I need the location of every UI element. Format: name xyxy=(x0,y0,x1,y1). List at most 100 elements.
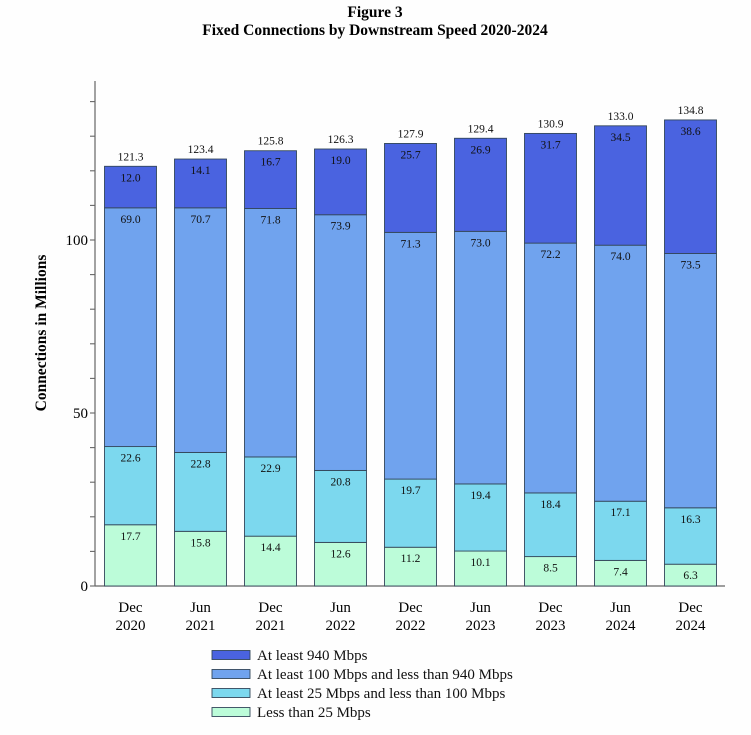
bar-segment xyxy=(594,500,647,561)
chart-title: Figure 3 xyxy=(347,4,402,21)
segment-value-label: 31.7 xyxy=(540,139,560,151)
bar-segment xyxy=(594,125,647,246)
bar-segment xyxy=(524,132,577,244)
x-tick-label-year: 2024 xyxy=(606,618,637,634)
bar-segment xyxy=(244,150,297,209)
segment-value-label: 16.3 xyxy=(680,514,700,526)
bar-segment xyxy=(244,208,297,458)
bar-segment xyxy=(384,231,437,480)
segment-value-label: 71.8 xyxy=(260,215,280,227)
bar-segment xyxy=(454,137,507,232)
segment-value-label: 17.7 xyxy=(120,531,140,543)
x-tick-label-year: 2022 xyxy=(326,618,356,634)
legend-swatch xyxy=(211,688,251,698)
y-tick-label: 100 xyxy=(66,233,89,249)
segment-value-label: 19.7 xyxy=(400,485,420,497)
total-value-label: 125.8 xyxy=(258,136,284,148)
segment-value-label: 22.6 xyxy=(120,453,140,465)
x-axis: Dec 2020 Jun 2021 Dec 2021 Jun 2022 Dec 2022 Jun 20… xyxy=(95,585,725,634)
legend-swatch xyxy=(211,669,251,679)
total-value-label: 129.4 xyxy=(468,123,494,135)
bar-segment xyxy=(174,207,227,453)
bar-segment xyxy=(244,456,297,537)
segment-value-label: 6.3 xyxy=(683,570,698,582)
legend-label: At least 25 Mbps and less than 100 Mbps xyxy=(257,686,505,702)
x-tick-label-year: 2021 xyxy=(186,618,216,634)
x-tick-label-month: Jun xyxy=(470,600,491,616)
segment-value-label: 12.6 xyxy=(330,548,350,560)
x-tick-label-year: 2020 xyxy=(116,618,146,634)
bar-segment xyxy=(664,119,717,254)
x-tick-label-year: 2024 xyxy=(676,618,707,634)
segment-value-label: 34.5 xyxy=(610,132,630,144)
legend-item: At least 100 Mbps and less than 940 Mbps xyxy=(211,667,513,683)
bar-segment xyxy=(174,451,227,532)
legend-item: At least 25 Mbps and less than 100 Mbps xyxy=(211,686,505,702)
x-tick-label-month: Jun xyxy=(610,600,631,616)
segment-value-label: 71.3 xyxy=(400,238,420,250)
y-tick-label: 50 xyxy=(73,406,88,422)
segment-value-label: 12.0 xyxy=(120,172,140,184)
legend-label: At least 940 Mbps xyxy=(257,648,368,664)
bar-segment xyxy=(594,244,647,502)
segment-value-label: 19.4 xyxy=(470,490,490,502)
legend-item: At least 940 Mbps xyxy=(211,648,368,664)
x-tick-label-month: Dec xyxy=(538,600,562,616)
segment-value-label: 72.2 xyxy=(540,249,560,261)
segment-value-label: 74.0 xyxy=(610,251,630,263)
bar-segment xyxy=(524,242,577,494)
x-tick-label-month: Dec xyxy=(398,600,422,616)
bar-segment xyxy=(314,469,367,543)
segment-value-label: 73.5 xyxy=(680,259,700,271)
segment-value-label: 22.9 xyxy=(260,463,280,475)
bar-segment xyxy=(174,530,227,587)
segment-value-label: 14.4 xyxy=(260,542,280,554)
total-value-label: 127.9 xyxy=(398,128,424,140)
legend: At least 940 Mbps At least 100 Mbps and l… xyxy=(211,648,513,721)
bar-segment xyxy=(104,446,157,526)
bar-segment xyxy=(314,148,367,216)
bar-segment xyxy=(104,207,157,448)
segment-value-label: 20.8 xyxy=(330,476,350,488)
bar-segment xyxy=(664,253,717,509)
segment-value-label: 8.5 xyxy=(543,563,558,575)
bar-segment xyxy=(454,550,507,587)
segment-value-label: 26.9 xyxy=(470,144,490,156)
legend-swatch xyxy=(211,650,251,660)
legend-item: Less than 25 Mbps xyxy=(211,705,371,721)
total-value-label: 121.3 xyxy=(118,151,144,163)
total-value-label: 130.9 xyxy=(538,118,564,130)
legend-label: At least 100 Mbps and less than 940 Mbps xyxy=(257,667,513,683)
segment-value-label: 22.8 xyxy=(190,458,210,470)
total-value-label: 123.4 xyxy=(188,144,214,156)
x-tick-label-month: Jun xyxy=(330,600,351,616)
total-value-label: 126.3 xyxy=(328,134,354,146)
segment-value-label: 7.4 xyxy=(613,566,628,578)
y-axis: 0 50 100 xyxy=(66,81,96,595)
y-tick-label: 0 xyxy=(81,579,89,595)
segment-value-label: 38.6 xyxy=(680,126,700,138)
bar-segment xyxy=(384,546,437,587)
total-value-label: 134.8 xyxy=(678,105,704,117)
legend-swatch xyxy=(211,707,251,717)
bar-segment xyxy=(384,478,437,548)
bar-segment xyxy=(524,556,577,587)
segment-value-label: 73.9 xyxy=(330,221,350,233)
bar-segment xyxy=(454,230,507,485)
bars xyxy=(104,119,717,587)
bar-segment xyxy=(104,165,157,209)
bar-segment xyxy=(454,483,507,552)
segment-value-label: 14.1 xyxy=(190,165,210,177)
x-tick-label-month: Dec xyxy=(258,600,282,616)
x-tick-label-month: Jun xyxy=(190,600,211,616)
segment-value-label: 10.1 xyxy=(470,557,490,569)
bar-segment xyxy=(244,535,297,587)
x-tick-label-year: 2023 xyxy=(466,618,496,634)
x-tick-label-year: 2023 xyxy=(536,618,566,634)
bar-segment xyxy=(664,507,717,565)
bar-segment xyxy=(104,524,157,587)
segment-value-label: 16.7 xyxy=(260,157,280,169)
x-tick-label-year: 2021 xyxy=(256,618,286,634)
segment-value-label: 15.8 xyxy=(190,537,210,549)
segment-value-label: 69.0 xyxy=(120,214,140,226)
